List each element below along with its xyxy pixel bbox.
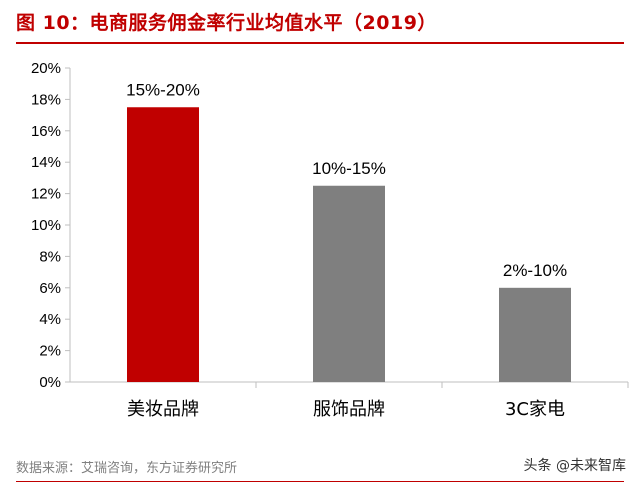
y-tick-label: 14% (31, 154, 61, 171)
y-tick-label: 10% (31, 217, 61, 234)
watermark: 头条 @未来智库 (523, 458, 626, 474)
y-tick-label: 4% (39, 311, 61, 328)
bottom-divider (16, 481, 624, 482)
y-tick-label: 18% (31, 91, 61, 108)
bar (127, 107, 199, 382)
source-note: 数据来源：艾瑞咨询，东方证券研究所 (16, 461, 238, 476)
y-tick-label: 16% (31, 123, 61, 140)
y-tick-label: 0% (39, 374, 61, 391)
title-divider (16, 42, 624, 44)
data-label: 15%-20% (126, 80, 200, 99)
chart-title: 图 10：电商服务佣金率行业均值水平（2019） (16, 12, 437, 34)
data-label: 10%-15% (312, 159, 386, 178)
y-tick-label: 20% (31, 60, 61, 77)
x-tick-label: 服饰品牌 (313, 399, 385, 420)
bar-chart: 0% 2% 4% 6% 8% 10% 12% 14% 16% 18% 20% 15%-20% 美妆品牌 1… (31, 60, 629, 420)
x-tick-label: 3C家电 (505, 399, 565, 420)
y-tick-label: 2% (39, 343, 61, 360)
bar (499, 287, 571, 382)
data-label: 2%-10% (503, 261, 567, 280)
y-tick-label: 6% (39, 280, 61, 297)
x-tick-label: 美妆品牌 (127, 399, 199, 420)
y-tick-label: 8% (39, 248, 61, 265)
y-tick-label: 12% (31, 186, 61, 203)
bar (313, 185, 385, 382)
